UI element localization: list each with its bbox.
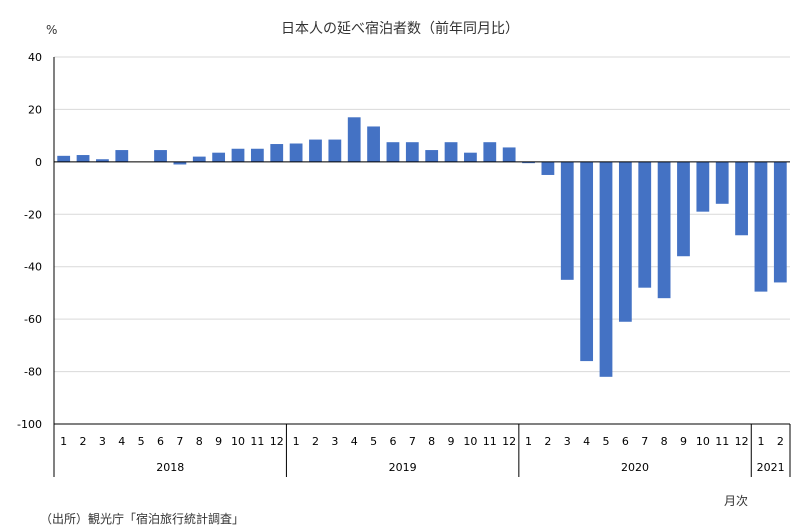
x-tick-label: 9 (680, 435, 687, 448)
x-tick-label: 3 (331, 435, 338, 448)
bar (57, 155, 71, 162)
y-tick-label: 0 (35, 156, 42, 169)
bar (76, 155, 90, 162)
x-tick-label: 1 (293, 435, 300, 448)
x-tick-label: 2 (777, 435, 784, 448)
bar (580, 161, 594, 362)
bar (735, 161, 748, 236)
y-axis-unit: % (46, 23, 57, 37)
bar (541, 161, 555, 175)
x-tick-label: 3 (564, 435, 571, 448)
x-tick-label: 9 (448, 435, 455, 448)
bar (289, 143, 303, 162)
bars (57, 117, 787, 377)
x-tick-label: 8 (196, 435, 203, 448)
bar (154, 150, 167, 162)
bar (425, 150, 439, 162)
y-tick-label: -40 (24, 261, 42, 274)
y-tick-label: 20 (28, 103, 42, 116)
source-note: （出所）観光庁「宿泊旅行統計調査」 (40, 511, 244, 526)
x-tick-label: 1 (60, 435, 67, 448)
x-tick-label: 3 (99, 435, 106, 448)
x-tick-label: 11 (483, 435, 497, 448)
x-tick-label: 6 (389, 435, 396, 448)
x-tick-label: 1 (525, 435, 532, 448)
bar (347, 117, 361, 162)
bar (599, 161, 613, 377)
year-label: 2019 (389, 461, 417, 474)
bar (444, 142, 458, 162)
bar (115, 150, 129, 162)
y-tick-label: -100 (17, 418, 42, 431)
year-label: 2018 (156, 461, 184, 474)
bar (367, 126, 380, 162)
bar (715, 161, 729, 204)
bar (560, 161, 574, 280)
y-tick-label: -80 (24, 366, 42, 379)
chart-title: 日本人の延べ宿泊者数（前年同月比） (281, 20, 519, 37)
bar (677, 161, 690, 257)
x-tick-labels: 1 2 3 4 5 6 7 8 9 10 11 12 1 2 3 4 5 6 7 8 9 10 11 12 1 2 3 4 5 6 7 8 9 1… (60, 435, 784, 448)
bar (754, 161, 768, 292)
bar (96, 159, 109, 162)
x-tick-label: 8 (428, 435, 435, 448)
y-tick-label: 40 (28, 51, 42, 64)
x-tick-label: 4 (351, 435, 358, 448)
x-tick-label: 5 (603, 435, 610, 448)
bar (502, 147, 516, 162)
year-labels: 2018 2019 2020 2021 (156, 461, 784, 474)
year-label: 2021 (757, 461, 785, 474)
y-tick-labels: 40 20 0 -20 -40 -60 -80 -100 (17, 51, 42, 431)
x-axis-label: 月次 (724, 494, 748, 508)
bar (192, 156, 206, 162)
bar (231, 148, 245, 162)
x-tick-label: 8 (661, 435, 668, 448)
bar (386, 142, 400, 162)
bar (483, 142, 497, 162)
bar (309, 139, 322, 162)
year-label: 2020 (621, 461, 649, 474)
x-tick-label: 12 (270, 435, 284, 448)
bar (657, 161, 671, 299)
bar (618, 161, 632, 322)
bar (212, 152, 226, 162)
x-tick-label: 2 (312, 435, 319, 448)
x-tick-label: 6 (622, 435, 629, 448)
x-tick-label: 10 (231, 435, 245, 448)
bar (173, 161, 187, 165)
x-tick-label: 7 (176, 435, 183, 448)
x-tick-label: 12 (502, 435, 516, 448)
bar (773, 161, 787, 283)
x-tick-label: 9 (215, 435, 222, 448)
bar (464, 152, 477, 162)
x-tick-label: 2 (544, 435, 551, 448)
x-tick-label: 4 (583, 435, 590, 448)
x-tick-label: 5 (370, 435, 377, 448)
bar (328, 139, 342, 162)
x-tick-label: 5 (138, 435, 145, 448)
bar (405, 142, 419, 162)
x-tick-label: 2 (80, 435, 87, 448)
x-tick-label: 4 (118, 435, 125, 448)
x-tick-label: 1 (757, 435, 764, 448)
x-tick-label: 10 (696, 435, 710, 448)
x-tick-label: 10 (463, 435, 477, 448)
x-tick-label: 6 (157, 435, 164, 448)
x-tick-label: 11 (250, 435, 264, 448)
x-tick-label: 12 (735, 435, 749, 448)
y-tick-label: -20 (24, 208, 42, 221)
bar (638, 161, 652, 288)
x-tick-label: 7 (409, 435, 416, 448)
axes (53, 57, 791, 477)
bar (696, 161, 710, 212)
x-tick-label: 11 (715, 435, 729, 448)
bar (270, 144, 284, 162)
bar (250, 148, 264, 162)
x-tick-label: 7 (641, 435, 648, 448)
bar (522, 161, 535, 164)
y-tick-label: -60 (24, 313, 42, 326)
